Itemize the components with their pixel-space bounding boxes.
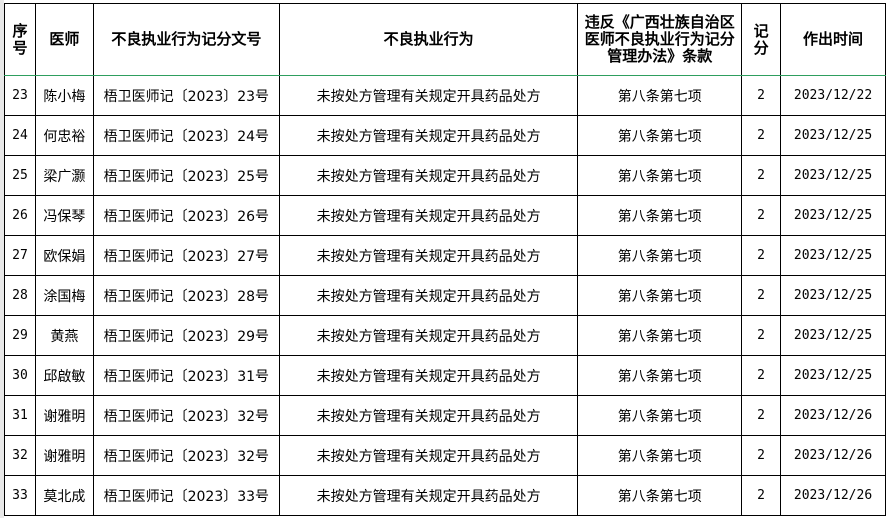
header-no: 序号 — [4, 3, 36, 76]
cell-no[interactable]: 26 — [4, 195, 36, 236]
cell-clause[interactable]: 第八条第七项 — [577, 315, 743, 356]
cell-clause[interactable]: 第八条第七项 — [577, 75, 743, 116]
cell-doc-no[interactable]: 梧卫医师记〔2023〕28号 — [92, 275, 280, 316]
cell-behavior[interactable]: 未按处方管理有关规定开具药品处方 — [278, 115, 579, 156]
cell-no[interactable]: 32 — [4, 435, 36, 476]
cell-doc-no[interactable]: 梧卫医师记〔2023〕29号 — [92, 315, 280, 356]
cell-behavior[interactable]: 未按处方管理有关规定开具药品处方 — [278, 475, 579, 516]
cell-clause[interactable]: 第八条第七项 — [577, 195, 743, 236]
cell-behavior[interactable]: 未按处方管理有关规定开具药品处方 — [278, 435, 579, 476]
cell-score[interactable]: 2 — [741, 115, 782, 156]
cell-doc-no[interactable]: 梧卫医师记〔2023〕32号 — [92, 395, 280, 436]
cell-doctor[interactable]: 梁广灏 — [34, 155, 94, 196]
cell-clause[interactable]: 第八条第七项 — [577, 235, 743, 276]
cell-doctor[interactable]: 涂国梅 — [34, 275, 94, 316]
cell-no[interactable]: 33 — [4, 475, 36, 516]
cell-clause[interactable]: 第八条第七项 — [577, 355, 743, 396]
cell-doc-no[interactable]: 梧卫医师记〔2023〕26号 — [92, 195, 280, 236]
cell-clause[interactable]: 第八条第七项 — [577, 435, 743, 476]
header-score: 记分 — [741, 3, 782, 76]
cell-doctor[interactable]: 黄燕 — [34, 315, 94, 356]
cell-clause[interactable]: 第八条第七项 — [577, 115, 743, 156]
cell-score[interactable]: 2 — [741, 435, 782, 476]
cell-behavior[interactable]: 未按处方管理有关规定开具药品处方 — [278, 315, 579, 356]
cell-date[interactable]: 2023/12/22 — [780, 75, 886, 116]
cell-score[interactable]: 2 — [741, 315, 782, 356]
cell-doctor[interactable]: 冯保琴 — [34, 195, 94, 236]
cell-doc-no[interactable]: 梧卫医师记〔2023〕31号 — [92, 355, 280, 396]
cell-date[interactable]: 2023/12/25 — [780, 195, 886, 236]
cell-score[interactable]: 2 — [741, 155, 782, 196]
cell-no[interactable]: 28 — [4, 275, 36, 316]
cell-doctor[interactable]: 莫北成 — [34, 475, 94, 516]
cell-date[interactable]: 2023/12/25 — [780, 155, 886, 196]
cell-clause[interactable]: 第八条第七项 — [577, 275, 743, 316]
cell-behavior[interactable]: 未按处方管理有关规定开具药品处方 — [278, 155, 579, 196]
cell-no[interactable]: 30 — [4, 355, 36, 396]
cell-date[interactable]: 2023/12/26 — [780, 435, 886, 476]
cell-date[interactable]: 2023/12/26 — [780, 475, 886, 516]
cell-clause[interactable]: 第八条第七项 — [577, 395, 743, 436]
table-row: 32 谢雅明 梧卫医师记〔2023〕32号 未按处方管理有关规定开具药品处方 第八条第七… — [4, 435, 886, 476]
cell-no[interactable]: 31 — [4, 395, 36, 436]
cell-score[interactable]: 2 — [741, 475, 782, 516]
header-behavior: 不良执业行为 — [278, 3, 579, 76]
header-doc-no: 不良执业行为记分文号 — [92, 3, 280, 76]
cell-doctor[interactable]: 陈小梅 — [34, 75, 94, 116]
cell-date[interactable]: 2023/12/25 — [780, 355, 886, 396]
header-clause: 违反《广西壮族自治区医师不良执业行为记分管理办法》条款 — [577, 3, 743, 76]
cell-behavior[interactable]: 未按处方管理有关规定开具药品处方 — [278, 75, 579, 116]
cell-score[interactable]: 2 — [741, 75, 782, 116]
cell-date[interactable]: 2023/12/25 — [780, 235, 886, 276]
cell-date[interactable]: 2023/12/25 — [780, 115, 886, 156]
cell-date[interactable]: 2023/12/26 — [780, 395, 886, 436]
cell-clause[interactable]: 第八条第七项 — [577, 155, 743, 196]
cell-date[interactable]: 2023/12/25 — [780, 315, 886, 356]
cell-doctor[interactable]: 谢雅明 — [34, 395, 94, 436]
cell-doc-no[interactable]: 梧卫医师记〔2023〕23号 — [92, 75, 280, 116]
cell-clause[interactable]: 第八条第七项 — [577, 475, 743, 516]
cell-score[interactable]: 2 — [741, 355, 782, 396]
header-doctor: 医师 — [34, 3, 94, 76]
table-row: 23 陈小梅 梧卫医师记〔2023〕23号 未按处方管理有关规定开具药品处方 第八条第七… — [4, 75, 886, 116]
cell-score[interactable]: 2 — [741, 235, 782, 276]
cell-doc-no[interactable]: 梧卫医师记〔2023〕33号 — [92, 475, 280, 516]
cell-score[interactable]: 2 — [741, 195, 782, 236]
cell-behavior[interactable]: 未按处方管理有关规定开具药品处方 — [278, 355, 579, 396]
table-row: 31 谢雅明 梧卫医师记〔2023〕32号 未按处方管理有关规定开具药品处方 第八条第七… — [4, 395, 886, 436]
cell-doctor[interactable]: 何忠裕 — [34, 115, 94, 156]
cell-date[interactable]: 2023/12/25 — [780, 275, 886, 316]
cell-doc-no[interactable]: 梧卫医师记〔2023〕27号 — [92, 235, 280, 276]
cell-behavior[interactable]: 未按处方管理有关规定开具药品处方 — [278, 275, 579, 316]
cell-doc-no[interactable]: 梧卫医师记〔2023〕24号 — [92, 115, 280, 156]
penalty-table: 序号 医师 不良执业行为记分文号 不良执业行为 违反《广西壮族自治区医师不良执业… — [4, 3, 886, 516]
table-row: 33 莫北成 梧卫医师记〔2023〕33号 未按处方管理有关规定开具药品处方 第八条第七… — [4, 475, 886, 516]
table-row: 25 梁广灏 梧卫医师记〔2023〕25号 未按处方管理有关规定开具药品处方 第八条第七… — [4, 155, 886, 196]
cell-behavior[interactable]: 未按处方管理有关规定开具药品处方 — [278, 235, 579, 276]
cell-doc-no[interactable]: 梧卫医师记〔2023〕25号 — [92, 155, 280, 196]
cell-behavior[interactable]: 未按处方管理有关规定开具药品处方 — [278, 195, 579, 236]
table-row: 26 冯保琴 梧卫医师记〔2023〕26号 未按处方管理有关规定开具药品处方 第八条第七… — [4, 195, 886, 236]
cell-doctor[interactable]: 谢雅明 — [34, 435, 94, 476]
table-row: 27 欧保娟 梧卫医师记〔2023〕27号 未按处方管理有关规定开具药品处方 第八条第七… — [4, 235, 886, 276]
table-row: 29 黄燕 梧卫医师记〔2023〕29号 未按处方管理有关规定开具药品处方 第八条第七项… — [4, 315, 886, 356]
header-date: 作出时间 — [780, 3, 886, 76]
cell-doc-no[interactable]: 梧卫医师记〔2023〕32号 — [92, 435, 280, 476]
cell-score[interactable]: 2 — [741, 395, 782, 436]
cell-behavior[interactable]: 未按处方管理有关规定开具药品处方 — [278, 395, 579, 436]
table-row: 28 涂国梅 梧卫医师记〔2023〕28号 未按处方管理有关规定开具药品处方 第八条第七… — [4, 275, 886, 316]
cell-no[interactable]: 29 — [4, 315, 36, 356]
cell-no[interactable]: 24 — [4, 115, 36, 156]
row-header-strip — [0, 0, 4, 518]
table-row: 24 何忠裕 梧卫医师记〔2023〕24号 未按处方管理有关规定开具药品处方 第八条第七… — [4, 115, 886, 156]
cell-doctor[interactable]: 欧保娟 — [34, 235, 94, 276]
header-row: 序号 医师 不良执业行为记分文号 不良执业行为 违反《广西壮族自治区医师不良执业… — [4, 3, 886, 76]
cell-no[interactable]: 27 — [4, 235, 36, 276]
cell-doctor[interactable]: 邱啟敏 — [34, 355, 94, 396]
cell-score[interactable]: 2 — [741, 275, 782, 316]
table-row: 30 邱啟敏 梧卫医师记〔2023〕31号 未按处方管理有关规定开具药品处方 第八条第七… — [4, 355, 886, 396]
cell-no[interactable]: 23 — [4, 75, 36, 116]
cell-no[interactable]: 25 — [4, 155, 36, 196]
